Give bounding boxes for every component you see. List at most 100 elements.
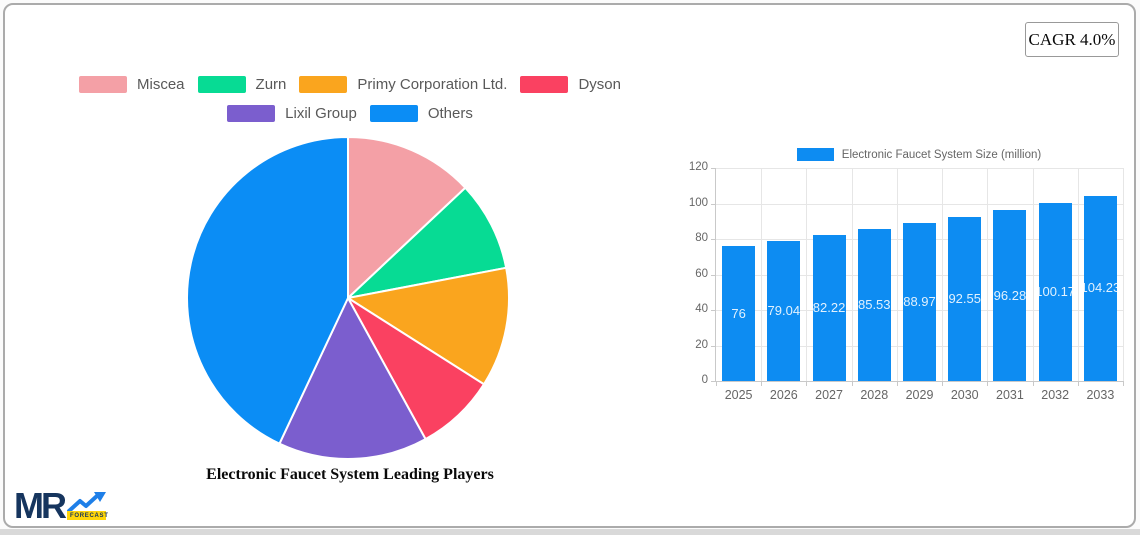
h-gridline xyxy=(716,168,1123,169)
v-gridline xyxy=(851,168,853,381)
v-gridline xyxy=(942,168,944,381)
pie-chart xyxy=(186,136,511,461)
x-tick-label: 2026 xyxy=(769,388,798,402)
legend-item-miscea[interactable]: Miscea xyxy=(79,76,185,93)
bar-value-label: 82.22 xyxy=(812,300,846,316)
legend-item-zurn[interactable]: Zurn xyxy=(197,76,287,93)
logo-forecast-label: FORECAST xyxy=(67,511,108,520)
y-axis-tick xyxy=(711,274,716,276)
y-tick-label: 100 xyxy=(688,196,708,209)
legend-label: Zurn xyxy=(255,76,287,93)
legend-item-dyson[interactable]: Dyson xyxy=(520,76,621,93)
logo-right-block: FORECAST xyxy=(67,492,108,520)
cagr-badge: CAGR 4.0% xyxy=(1025,22,1119,57)
legend-item-others[interactable]: Others xyxy=(369,105,473,122)
v-gridline xyxy=(987,168,989,381)
y-tick-label: 40 xyxy=(695,303,708,315)
pie-legend-row: Lixil Group Others xyxy=(227,105,473,122)
x-axis-tick xyxy=(896,381,898,386)
bar-2030 xyxy=(948,216,982,381)
h-gridline xyxy=(716,203,1123,205)
pie-legend: Miscea Zurn Primy Corporation Ltd. Dyson Lix… xyxy=(0,76,700,122)
x-tick-label: 2025 xyxy=(724,388,753,402)
y-axis-tick xyxy=(711,203,716,205)
x-tick-label: 2027 xyxy=(815,388,843,402)
x-axis-tick xyxy=(1032,381,1034,386)
bar-value-label: 79.04 xyxy=(767,302,801,318)
bar-2027 xyxy=(812,235,846,381)
x-axis-tick xyxy=(1077,381,1079,386)
legend-label: Dyson xyxy=(578,76,621,93)
y-axis-tick xyxy=(711,239,716,240)
legend-label: Miscea xyxy=(137,76,185,93)
v-gridline xyxy=(896,168,898,381)
legend-swatch-primy-corporation-ltd xyxy=(299,76,348,93)
x-tick-label: 2031 xyxy=(996,388,1024,402)
legend-label: Lixil Group xyxy=(285,105,357,122)
x-tick-label: 2028 xyxy=(860,388,889,402)
x-axis-tick xyxy=(761,381,763,386)
legend-swatch-dyson xyxy=(520,76,569,93)
pie-chart-title: Electronic Faucet System Leading Players xyxy=(206,466,494,483)
v-gridline xyxy=(1077,168,1079,381)
bar-2026 xyxy=(767,240,801,381)
bar-2029 xyxy=(903,223,936,381)
y-axis-tick xyxy=(711,310,716,311)
legend-swatch-others xyxy=(369,105,418,122)
bar-value-label: 76 xyxy=(731,305,746,321)
legend-label: Primy Corporation Ltd. xyxy=(357,76,508,93)
y-tick-label: 60 xyxy=(695,267,708,280)
bar-value-label: 88.97 xyxy=(903,294,936,310)
bar-2025 xyxy=(722,246,756,381)
cagr-label: CAGR 4.0% xyxy=(1028,29,1116,49)
x-tick-label: 2032 xyxy=(1041,388,1070,402)
bar-2031 xyxy=(993,210,1027,381)
bar-value-label: 104.23 xyxy=(1080,280,1121,296)
bar-legend-label: Electronic Faucet System Size (million) xyxy=(841,148,1042,161)
bar-value-label: 100.17 xyxy=(1035,284,1076,300)
y-tick-label: 20 xyxy=(695,338,708,351)
legend-label: Others xyxy=(427,105,473,122)
legend-swatch-miscea xyxy=(79,76,128,93)
bar-legend-swatch xyxy=(796,148,834,161)
v-gridline xyxy=(1032,168,1034,381)
bar-2028 xyxy=(857,229,891,381)
pie-slice-lixil-group xyxy=(278,297,427,461)
bar-legend[interactable]: Electronic Faucet System Size (million) xyxy=(715,147,1123,162)
bottom-strip xyxy=(0,529,1140,535)
pie-slice-primy-corporation-ltd xyxy=(347,266,511,386)
pie-slice-zurn xyxy=(347,186,508,299)
x-axis-tick xyxy=(716,381,717,386)
y-tick-label: 80 xyxy=(695,232,708,244)
logo-wordmark: MR xyxy=(14,485,67,526)
mr-forecast-logo: MR FORECAST xyxy=(14,485,108,526)
legend-swatch-zurn xyxy=(197,76,246,93)
x-axis-tick xyxy=(987,381,989,386)
legend-item-lixil-group[interactable]: Lixil Group xyxy=(227,105,357,122)
bar-2032 xyxy=(1038,203,1072,381)
legend-item-primy-corporation-ltd[interactable]: Primy Corporation Ltd. xyxy=(299,76,507,93)
x-axis-tick xyxy=(851,381,853,386)
y-axis-tick xyxy=(711,345,716,347)
x-axis-tick xyxy=(806,381,808,386)
pie-slice-miscea xyxy=(347,136,467,299)
x-axis-tick xyxy=(942,381,944,386)
bar-2033 xyxy=(1083,196,1117,381)
pie-slice-others xyxy=(186,136,349,445)
trend-arrow-icon xyxy=(67,492,106,513)
bar-value-label: 92.55 xyxy=(948,290,981,306)
y-axis-tick xyxy=(711,168,716,169)
x-tick-label: 2033 xyxy=(1086,388,1115,402)
y-tick-label: 120 xyxy=(688,161,708,173)
y-axis-tick xyxy=(711,381,716,382)
bar-chart-plot-area: 0 20 40 60 80 100 120 76 2025 79.04 2026 82.22 2027 8… xyxy=(689,161,1124,402)
v-gridline xyxy=(806,168,808,381)
y-tick-label: 0 xyxy=(701,374,708,386)
v-gridline xyxy=(1123,168,1124,381)
bar-value-label: 85.53 xyxy=(857,297,891,313)
pie-legend-row: Miscea Zurn Primy Corporation Ltd. Dyson xyxy=(79,76,621,93)
x-tick-label: 2029 xyxy=(905,388,934,402)
bar-value-label: 96.28 xyxy=(993,287,1027,303)
v-gridline xyxy=(761,168,763,381)
